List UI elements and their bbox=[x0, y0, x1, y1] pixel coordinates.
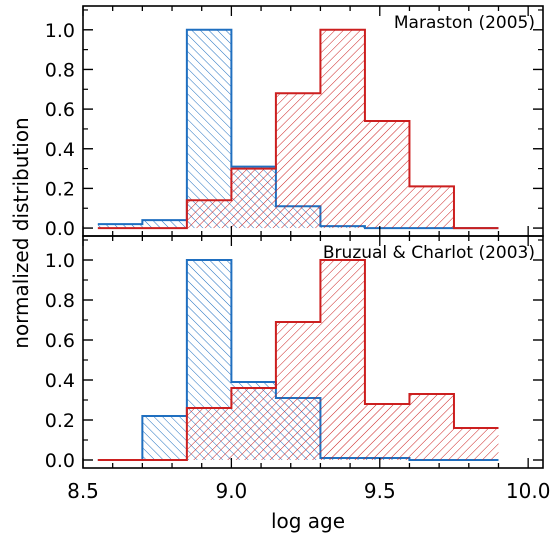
x-tick-label: 10.0 bbox=[506, 479, 551, 503]
x-tick-label: 8.5 bbox=[67, 479, 99, 503]
series-outline bbox=[97, 259, 499, 461]
y-tick-label: 0.0 bbox=[45, 450, 75, 472]
series-1 bbox=[97, 259, 499, 461]
y-tick-label: 0.4 bbox=[45, 370, 75, 392]
y-tick-label: 0.4 bbox=[45, 139, 75, 161]
y-axis-label: normalized distribution bbox=[9, 117, 33, 348]
y-tick-label: 0.2 bbox=[45, 410, 75, 432]
bar bbox=[231, 168, 276, 229]
bar bbox=[186, 408, 232, 460]
bar bbox=[409, 394, 454, 460]
bar bbox=[409, 186, 454, 229]
bar bbox=[275, 322, 321, 460]
top-panel: 0.0 0.2 0.4 0.6 0.8 1.0 Maraston (2005) bbox=[45, 5, 544, 240]
y-tick-label: 0.8 bbox=[45, 59, 75, 81]
y-tick-label: 1.0 bbox=[45, 20, 75, 42]
bar bbox=[97, 224, 143, 229]
bar bbox=[320, 29, 365, 229]
x-tick-label: 9.5 bbox=[364, 479, 396, 503]
series-1 bbox=[97, 28, 499, 230]
y-tick-label: 0.6 bbox=[45, 330, 75, 352]
y-tick-label: 0.6 bbox=[45, 99, 75, 121]
x-axis-label: log age bbox=[271, 509, 345, 533]
bar bbox=[320, 260, 365, 460]
bar bbox=[186, 200, 232, 229]
bar bbox=[453, 428, 499, 460]
y-tick-label: 0.8 bbox=[45, 290, 75, 312]
plot-frame bbox=[82, 235, 544, 469]
bar bbox=[364, 404, 410, 460]
bar bbox=[275, 93, 321, 229]
bar bbox=[231, 388, 276, 460]
bar bbox=[186, 29, 232, 229]
bottom-panel: 0.0 0.2 0.4 0.6 0.8 1.0 8.5 9.0 9.5 10.0 Bruzual &… bbox=[45, 235, 551, 503]
y-tick-label: 1.0 bbox=[45, 250, 75, 272]
series-outline bbox=[97, 28, 499, 230]
bar bbox=[142, 220, 187, 229]
y-tick-label: 0.2 bbox=[45, 178, 75, 200]
bar bbox=[142, 416, 187, 460]
y-tick-label: 0.0 bbox=[45, 218, 75, 240]
panel-annotation: Maraston (2005) bbox=[394, 13, 535, 33]
panel-annotation: Bruzual & Charlot (2003) bbox=[323, 243, 535, 263]
x-tick-label: 9.0 bbox=[215, 479, 247, 503]
bar bbox=[364, 121, 410, 229]
